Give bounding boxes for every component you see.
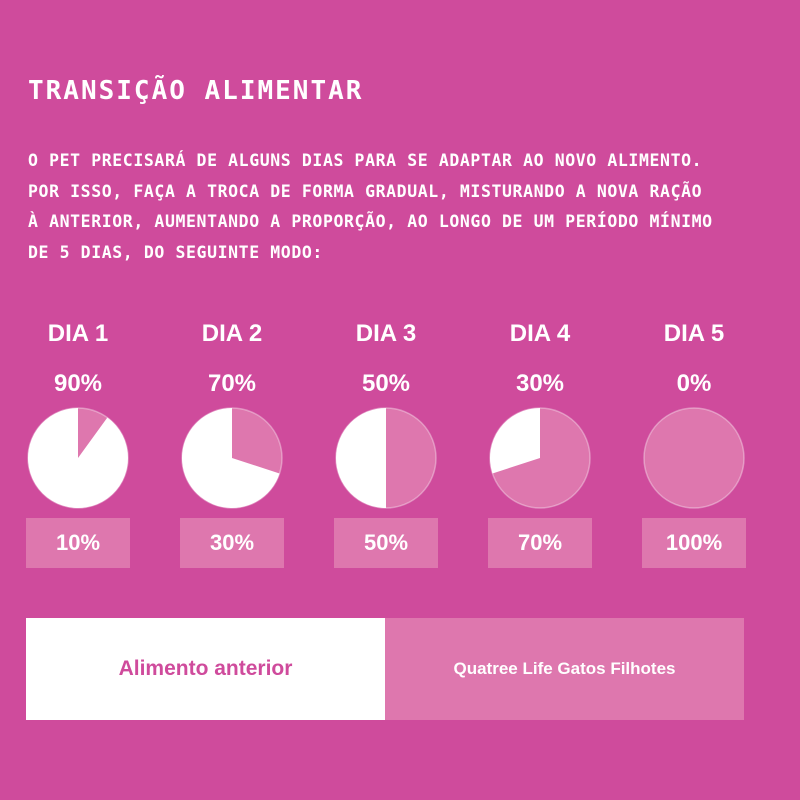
pie-chart: [643, 407, 745, 509]
day-label: DIA 3: [355, 320, 417, 347]
new-food-percent-label: 30%: [180, 518, 284, 568]
new-food-percent-label: 100%: [642, 518, 746, 568]
day-label: DIA 1: [47, 320, 109, 347]
day-label: DIA 5: [663, 320, 725, 347]
legend-old-food: Alimento anterior: [26, 618, 385, 720]
pie-chart: [489, 407, 591, 509]
intro-text: O PET PRECISARÁ DE ALGUNS DIAS PARA SE A…: [28, 146, 788, 268]
pie-chart: [27, 407, 129, 509]
new-food-percent-label: 50%: [334, 518, 438, 568]
intro-line: À ANTERIOR, AUMENTANDO A PROPORÇÃO, AO L…: [28, 212, 713, 231]
intro-line: DE 5 DIAS, DO SEGUINTE MODO:: [28, 242, 323, 262]
page-title: TRANSIÇÃO ALIMENTAR: [28, 76, 364, 106]
pie-chart: [181, 407, 283, 509]
pie-slice-old-food: [181, 408, 280, 508]
old-food-percent-label: 90%: [53, 370, 103, 397]
old-food-percent-label: 30%: [515, 370, 565, 397]
legend: Alimento anterior Quatree Life Gatos Fil…: [26, 618, 744, 720]
pie-outline: [643, 407, 745, 509]
pie-chart: [335, 407, 437, 509]
old-food-percent-label: 0%: [676, 370, 712, 397]
pie-slice-old-food: [336, 408, 386, 508]
pie-slice-new-food: [644, 408, 744, 508]
pie-slice-old-food: [490, 408, 540, 474]
daily-proportion-charts: DIA 1 90% 10% DIA 2 70% 30% DIA 3 50% 50% DIA 4 30…: [0, 312, 800, 582]
pie-slice-old-food: [27, 408, 128, 508]
pie-outline: [181, 407, 283, 509]
pie-outline: [489, 407, 591, 509]
pie-outline: [335, 407, 437, 509]
legend-new-food: Quatree Life Gatos Filhotes: [385, 618, 744, 720]
day-label: DIA 2: [201, 320, 263, 347]
pie-outline: [27, 407, 129, 509]
old-food-percent-label: 50%: [361, 370, 411, 397]
new-food-percent-label: 70%: [488, 518, 592, 568]
old-food-percent-label: 70%: [207, 370, 257, 397]
intro-line: O PET PRECISARÁ DE ALGUNS DIAS PARA SE A…: [28, 151, 703, 170]
day-label: DIA 4: [509, 320, 571, 347]
intro-line: POR ISSO, FAÇA A TROCA DE FORMA GRADUAL,…: [28, 181, 703, 201]
new-food-percent-label: 10%: [26, 518, 130, 568]
